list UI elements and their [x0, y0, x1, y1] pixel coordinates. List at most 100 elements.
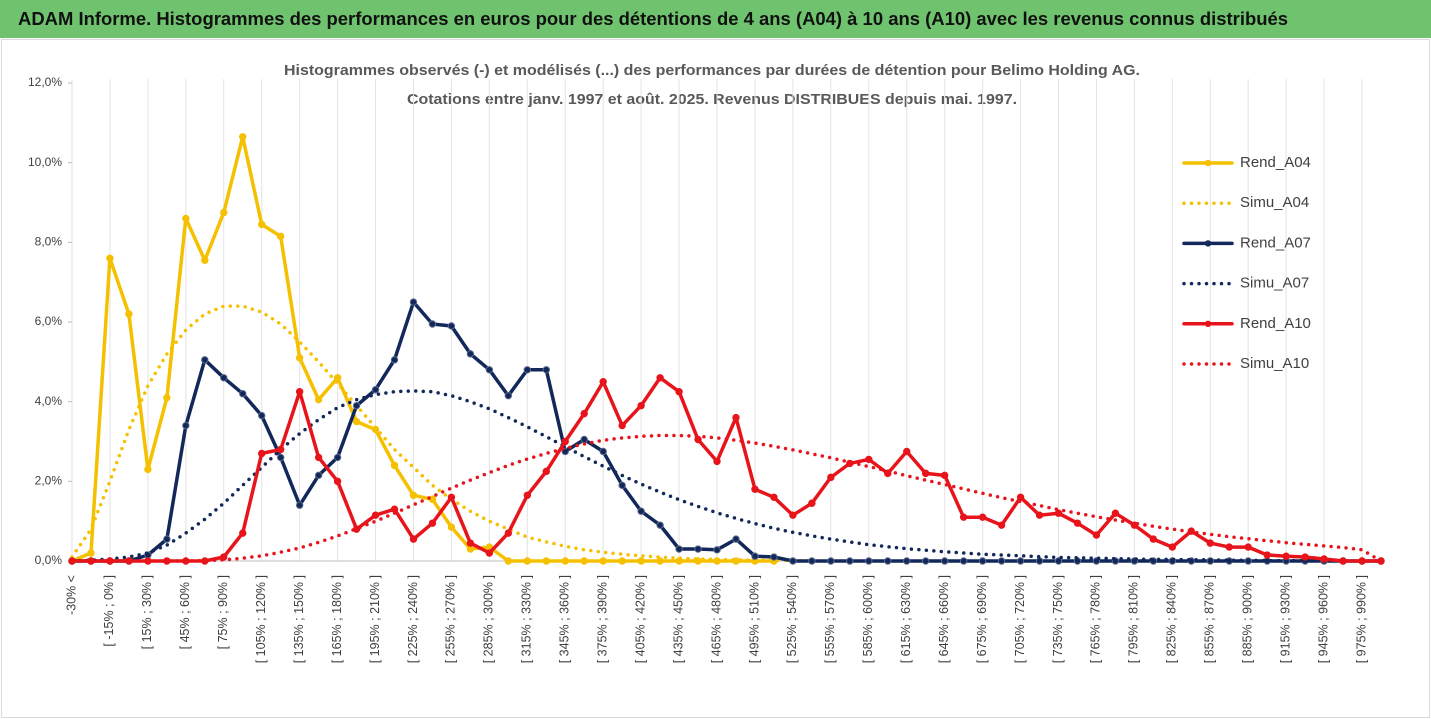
data-point	[182, 214, 190, 223]
data-point	[333, 453, 342, 462]
data-point	[580, 435, 588, 444]
data-point	[295, 354, 304, 362]
data-point	[390, 356, 399, 364]
data-point	[789, 511, 797, 519]
data-point	[542, 467, 550, 476]
data-point	[1358, 557, 1366, 565]
data-point	[258, 449, 266, 458]
data-point	[276, 232, 285, 241]
x-tick-label: [ 525% ; 540% ]	[785, 575, 799, 663]
data-point	[466, 539, 475, 547]
data-point	[1111, 509, 1120, 517]
x-tick-label: [ 75% ; 90% ]	[216, 575, 230, 649]
data-point	[295, 501, 304, 509]
data-point	[447, 322, 456, 330]
data-point	[561, 437, 569, 446]
data-point	[827, 473, 835, 482]
data-point	[1035, 557, 1044, 565]
data-point	[1320, 555, 1328, 563]
data-point	[239, 529, 247, 537]
data-point	[523, 557, 532, 565]
data-point	[258, 411, 266, 420]
y-tick-label: 10,0%	[28, 155, 62, 169]
data-point	[978, 557, 987, 565]
legend-label: Rend_A07	[1240, 234, 1311, 251]
data-point	[485, 366, 494, 374]
data-point	[1339, 557, 1347, 565]
chart-subtitle: Cotations entre janv. 1997 et août. 2025…	[407, 91, 1017, 108]
data-point	[239, 390, 247, 398]
data-point	[333, 477, 342, 486]
x-tick-label: [ 225% ; 240% ]	[406, 575, 420, 663]
data-point	[808, 557, 816, 565]
x-tick-label: [ 585% ; 600% ]	[861, 575, 875, 663]
legend-marker	[1204, 320, 1212, 327]
data-point	[846, 557, 854, 565]
x-tick-label: [ 855% ; 870% ]	[1203, 575, 1217, 663]
x-tick-label: [ 375% ; 390% ]	[595, 575, 609, 663]
chart-title: Histogrammes observés (-) et modélisés (…	[284, 62, 1140, 79]
series-line	[70, 433, 1383, 563]
data-point	[713, 546, 721, 554]
data-point	[182, 421, 190, 430]
series-line	[70, 304, 814, 563]
data-point	[997, 521, 1006, 529]
data-point	[1206, 539, 1214, 547]
data-point	[1073, 519, 1082, 527]
x-tick-label: [ 465% ; 480% ]	[709, 575, 723, 663]
x-tick-label: [ 645% ; 660% ]	[937, 575, 951, 663]
x-tick-label: [ 825% ; 840% ]	[1165, 575, 1179, 663]
data-point	[732, 535, 740, 543]
data-point	[1054, 557, 1063, 565]
x-tick-label: [ 405% ; 420% ]	[633, 575, 647, 663]
data-point	[637, 507, 645, 515]
x-tick-label: [ 795% ; 810% ]	[1127, 575, 1141, 663]
data-point	[258, 220, 266, 229]
data-point	[618, 421, 626, 430]
data-point	[542, 366, 550, 374]
x-tick-label: [ 945% ; 960% ]	[1316, 575, 1330, 663]
data-point	[1168, 543, 1177, 551]
data-point	[1225, 543, 1233, 551]
data-point	[428, 519, 437, 527]
data-point	[201, 256, 209, 264]
x-tick-label: [ 15% ; 30% ]	[140, 575, 154, 649]
data-point	[466, 545, 475, 553]
data-point	[333, 374, 342, 382]
data-point	[106, 254, 114, 262]
data-point	[201, 356, 209, 364]
y-tick-label: 12,0%	[28, 75, 62, 89]
data-point	[220, 208, 228, 217]
data-point	[1149, 535, 1158, 543]
data-point	[580, 409, 588, 418]
data-point	[1301, 553, 1309, 561]
header-bar	[0, 0, 1431, 38]
data-point	[827, 557, 835, 565]
data-point	[1054, 509, 1063, 517]
data-point	[732, 413, 740, 422]
data-point	[997, 557, 1006, 565]
data-point	[504, 557, 513, 565]
data-point	[220, 374, 228, 382]
data-point	[352, 417, 361, 426]
data-point	[447, 493, 456, 501]
x-tick-label: [ 195% ; 210% ]	[368, 575, 382, 663]
series-line	[70, 389, 1383, 563]
x-tick-label: [ 765% ; 780% ]	[1089, 575, 1103, 663]
data-point	[751, 485, 759, 493]
data-point	[239, 133, 247, 141]
data-point	[314, 453, 323, 462]
data-point	[618, 481, 626, 490]
data-point	[808, 499, 816, 507]
plot-border	[1, 39, 1430, 718]
data-point	[580, 557, 588, 565]
x-tick-label: [ 675% ; 690% ]	[975, 575, 989, 663]
data-point	[959, 557, 968, 565]
x-tick-label: [ 255% ; 270% ]	[444, 575, 458, 663]
data-point	[618, 557, 626, 565]
data-point	[276, 453, 285, 462]
page-title: ADAM Informe. Histogrammes des performan…	[18, 9, 1288, 29]
data-point	[770, 493, 778, 501]
data-point	[485, 549, 494, 557]
data-point	[409, 298, 418, 306]
